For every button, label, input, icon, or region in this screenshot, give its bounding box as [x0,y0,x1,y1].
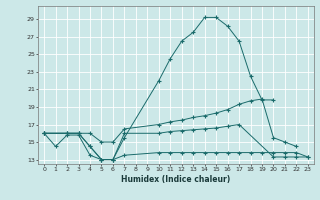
X-axis label: Humidex (Indice chaleur): Humidex (Indice chaleur) [121,175,231,184]
